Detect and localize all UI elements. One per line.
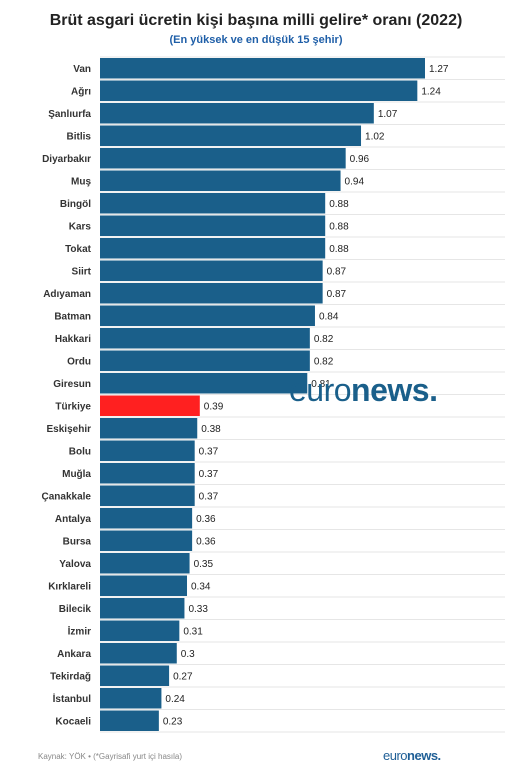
category-label: Kars (69, 221, 92, 232)
value-label: 0.31 (183, 626, 203, 637)
bar (100, 283, 323, 304)
bar (100, 350, 310, 371)
value-label: 0.36 (196, 536, 216, 547)
category-label: Şanlıurfa (48, 109, 91, 120)
bar (100, 418, 198, 439)
category-label: Bursa (63, 536, 92, 547)
category-label: İstanbul (53, 692, 92, 705)
bar (100, 508, 193, 529)
value-label: 0.33 (188, 604, 208, 615)
bar (100, 710, 159, 731)
value-label: 0.82 (314, 334, 334, 345)
category-label: Muğla (62, 469, 91, 480)
bar (100, 238, 326, 259)
bar (100, 598, 185, 619)
value-label: 0.34 (191, 581, 211, 592)
category-label: Giresun (53, 379, 91, 390)
category-label: Bilecik (59, 604, 92, 615)
category-label: Bingöl (60, 199, 91, 210)
bar (100, 530, 193, 551)
bar (100, 80, 418, 101)
category-label: Kocaeli (55, 716, 91, 727)
category-label: Türkiye (55, 401, 91, 412)
value-label: 0.87 (327, 289, 347, 300)
value-label: 0.36 (196, 514, 216, 525)
value-label: 0.88 (329, 199, 349, 210)
bar (100, 305, 315, 326)
category-label: Batman (54, 311, 91, 322)
category-label: Çanakkale (42, 491, 92, 502)
bar (100, 440, 195, 461)
value-label: 0.35 (194, 559, 214, 570)
value-label: 0.38 (201, 424, 221, 435)
category-label: Hakkari (55, 334, 91, 345)
bar (100, 485, 195, 506)
value-label: 1.27 (429, 64, 449, 75)
value-label: 0.39 (204, 401, 224, 412)
bar (100, 215, 326, 236)
bar (100, 148, 346, 169)
value-label: 1.07 (378, 109, 398, 120)
category-label: Siirt (72, 266, 92, 277)
value-label: 0.88 (329, 244, 349, 255)
bar (100, 395, 200, 416)
value-label: 1.02 (365, 131, 385, 142)
value-label: 0.23 (163, 716, 183, 727)
bar (100, 58, 425, 79)
bar (100, 260, 323, 281)
value-label: 0.24 (165, 694, 185, 705)
source-note: Kaynak: YÖK • (*Gayrisafi yurt içi hasıl… (38, 752, 183, 761)
bar (100, 193, 326, 214)
category-label: Ankara (57, 649, 91, 660)
value-label: 0.27 (173, 671, 193, 682)
category-label: Tekirdağ (50, 671, 91, 682)
category-label: Diyarbakır (42, 154, 91, 165)
value-label: 0.81 (311, 379, 331, 390)
category-label: Muş (71, 176, 91, 187)
bar (100, 103, 374, 124)
bar (100, 665, 170, 686)
category-label: Antalya (55, 514, 92, 525)
value-label: 1.24 (421, 86, 441, 97)
category-label: Tokat (65, 244, 92, 255)
euronews-logo-watermark: euronews. (289, 372, 438, 408)
category-label: Bitlis (67, 131, 92, 142)
value-label: 0.37 (199, 491, 219, 502)
category-label: Kırklareli (48, 581, 91, 592)
bar (100, 643, 177, 664)
value-label: 0.87 (327, 266, 347, 277)
chart-title: Brüt asgari ücretin kişi başına milli ge… (49, 12, 463, 29)
bar (100, 620, 180, 641)
bar (100, 553, 190, 574)
category-label: Yalova (59, 559, 91, 570)
value-label: 0.88 (329, 221, 349, 232)
chart-subtitle: (En yüksek ve en düşük 15 şehir) (169, 34, 343, 46)
bar (100, 328, 310, 349)
bar (100, 170, 341, 191)
bar (100, 463, 195, 484)
category-label: Van (73, 64, 91, 75)
category-label: Ağrı (71, 86, 91, 97)
category-label: Eskişehir (47, 424, 92, 435)
bar (100, 373, 308, 394)
value-label: 0.37 (199, 446, 219, 457)
bar (100, 575, 188, 596)
value-label: 0.96 (350, 154, 370, 165)
category-label: Ordu (67, 356, 91, 367)
bar (100, 688, 162, 709)
category-label: Adıyaman (43, 289, 91, 300)
category-label: İzmir (68, 624, 91, 637)
value-label: 0.82 (314, 356, 334, 367)
value-label: 0.84 (319, 311, 339, 322)
bar (100, 125, 362, 146)
value-label: 0.37 (199, 469, 219, 480)
value-label: 0.94 (345, 176, 365, 187)
euronews-logo: euronews. (383, 748, 441, 763)
value-label: 0.3 (181, 649, 195, 660)
category-label: Bolu (69, 446, 91, 457)
